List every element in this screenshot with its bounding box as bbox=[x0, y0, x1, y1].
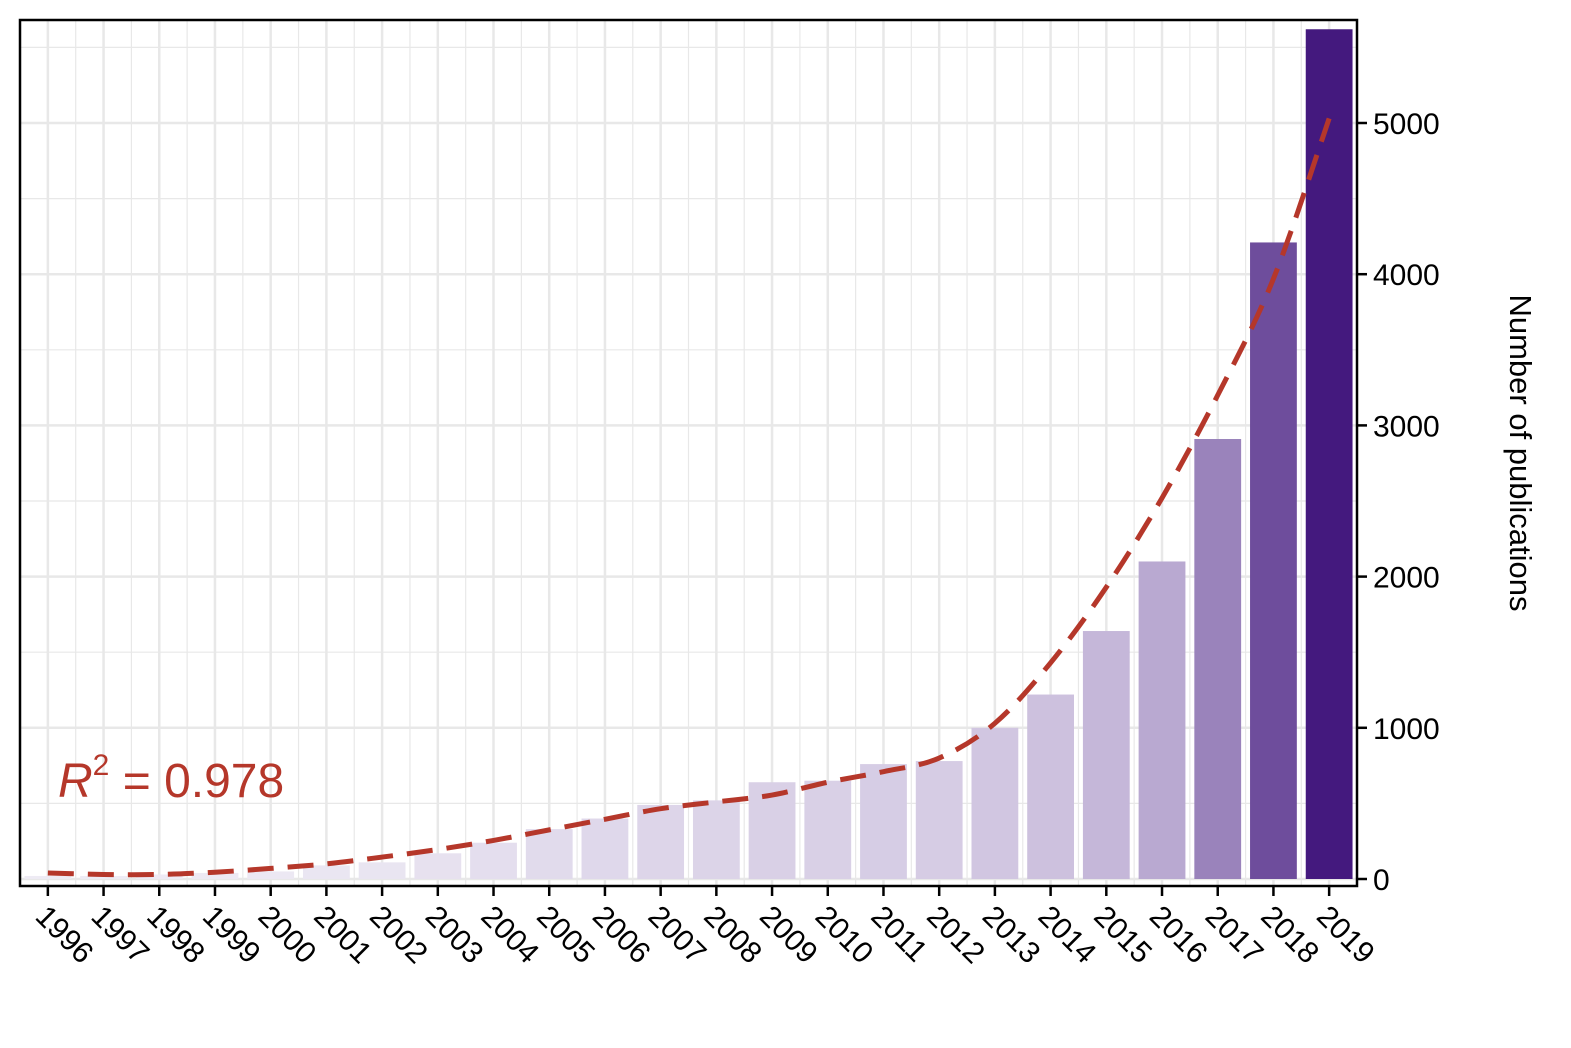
bar-2008 bbox=[692, 800, 740, 879]
r-squared-annotation: R2 = 0.978 bbox=[58, 749, 284, 808]
x-tick-label: 1998 bbox=[140, 900, 211, 971]
bar-2009 bbox=[748, 782, 796, 879]
x-tick-label: 2019 bbox=[1310, 900, 1381, 971]
bar-2004 bbox=[470, 842, 517, 879]
bar-2007 bbox=[637, 804, 685, 879]
x-tick-label: 2008 bbox=[697, 900, 768, 971]
y-tick-label: 3000 bbox=[1373, 410, 1440, 443]
y-axis: 0 1000 2000 3000 4000 5000 bbox=[1357, 108, 1440, 897]
bar-2006 bbox=[581, 818, 629, 879]
x-tick-label: 2004 bbox=[475, 900, 546, 971]
y-tick-label: 4000 bbox=[1373, 259, 1440, 292]
y-tick-label: 1000 bbox=[1373, 713, 1440, 746]
x-tick-label: 2016 bbox=[1143, 900, 1214, 971]
x-tick-label: 1999 bbox=[196, 900, 267, 971]
x-tick-label: 2015 bbox=[1087, 900, 1158, 971]
annotation-value: = 0.978 bbox=[109, 755, 284, 808]
annotation-superscript: 2 bbox=[93, 749, 110, 782]
x-tick-label: 2001 bbox=[307, 900, 378, 971]
bar-2000 bbox=[247, 871, 295, 879]
annotation-symbol: R bbox=[58, 755, 93, 808]
x-tick-label: 2006 bbox=[586, 900, 657, 971]
bar-2005 bbox=[525, 829, 573, 879]
x-tick-label: 2011 bbox=[865, 900, 934, 969]
bar-2013 bbox=[971, 727, 1019, 879]
x-tick-label: 2010 bbox=[809, 900, 880, 971]
bar-2018 bbox=[1250, 242, 1297, 879]
bar-2017 bbox=[1194, 439, 1242, 879]
trend-line bbox=[47, 117, 1332, 878]
bar-2016 bbox=[1138, 561, 1186, 879]
x-tick-label: 2007 bbox=[642, 900, 713, 971]
bar-1998 bbox=[135, 874, 183, 879]
trend-layer bbox=[47, 117, 1332, 878]
bar-2012 bbox=[915, 761, 963, 879]
x-tick-label: 2014 bbox=[1032, 900, 1103, 971]
y-tick-label: 0 bbox=[1373, 864, 1390, 897]
x-tick-label: 1997 bbox=[85, 900, 156, 971]
x-tick-label: 2018 bbox=[1254, 900, 1325, 971]
y-tick-label: 2000 bbox=[1373, 562, 1440, 595]
x-tick-label: 2012 bbox=[920, 900, 991, 971]
x-tick-label: 2013 bbox=[976, 900, 1047, 971]
bar-1999 bbox=[191, 872, 239, 879]
bar-2010 bbox=[804, 780, 852, 879]
bar-2003 bbox=[414, 853, 462, 879]
bar-2001 bbox=[302, 865, 350, 879]
y-tick-label: 5000 bbox=[1373, 108, 1440, 141]
bar-2014 bbox=[1027, 694, 1075, 879]
plot-frame bbox=[18, 18, 1359, 888]
bar-1996 bbox=[24, 875, 72, 879]
x-tick-label: 2017 bbox=[1199, 900, 1270, 971]
bar-2011 bbox=[860, 764, 907, 879]
bar-1997 bbox=[80, 875, 127, 879]
x-axis: 1996199719981999200020012002200320042005… bbox=[29, 886, 1381, 970]
x-tick-label: 2003 bbox=[419, 900, 490, 971]
x-tick-label: 2009 bbox=[753, 900, 824, 971]
x-tick-label: 1996 bbox=[29, 900, 100, 971]
x-tick-label: 2005 bbox=[530, 900, 601, 971]
bar-2015 bbox=[1082, 631, 1130, 879]
bar-2002 bbox=[358, 862, 406, 879]
x-tick-label: 2002 bbox=[363, 900, 434, 971]
bar-2019 bbox=[1305, 29, 1353, 880]
x-tick-label: 2000 bbox=[252, 900, 323, 971]
y-axis-title: Number of publications bbox=[1503, 294, 1538, 611]
